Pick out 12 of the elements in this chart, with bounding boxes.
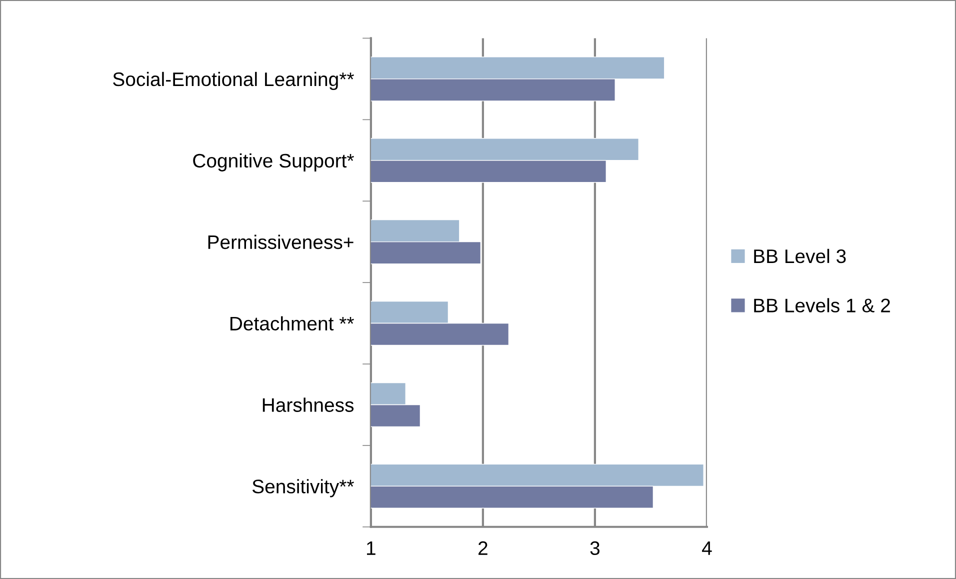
- legend-label: BB Level 3: [754, 248, 846, 264]
- y-tick-label: Permissiveness+: [208, 234, 354, 250]
- legend-label: BB Levels 1 & 2: [754, 298, 890, 312]
- x-tick-label: 3: [590, 541, 600, 556]
- y-tick-label: Social-Emotional Learning**: [113, 72, 354, 90]
- x-tick-label: 1: [367, 541, 376, 555]
- x-tick-label: 4: [702, 541, 712, 555]
- y-tick-label: Cognitive Support*: [193, 153, 354, 172]
- y-tick-label: Sensitivity**: [252, 479, 354, 498]
- x-tick-label: 2: [478, 541, 488, 555]
- y-tick-label: Detachment **: [230, 316, 354, 331]
- y-tick-label: Harshness: [262, 398, 354, 412]
